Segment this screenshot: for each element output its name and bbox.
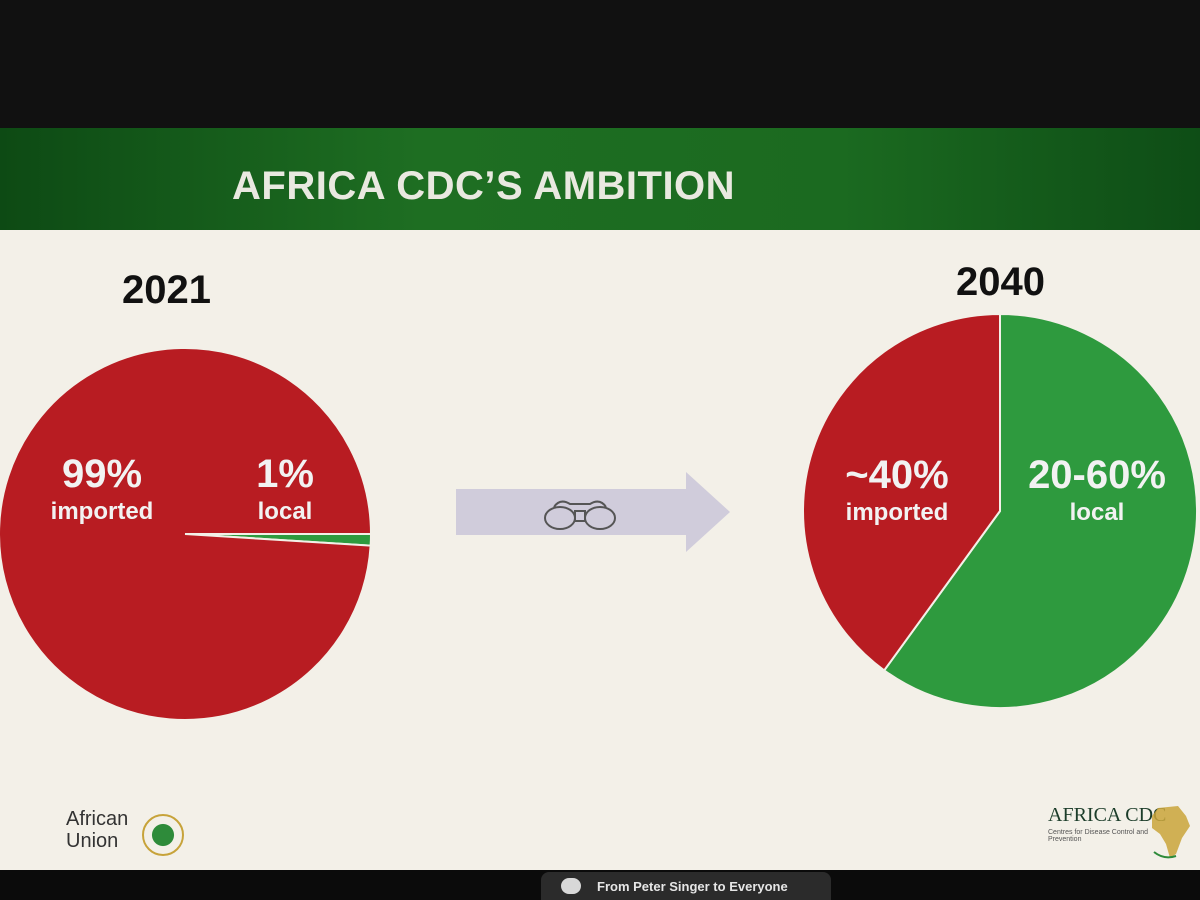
pie-2021-local-label: 1% local [230, 454, 340, 524]
pie-2040-imported-label: ~40% imported [822, 455, 972, 525]
transition-arrow-body [456, 489, 686, 535]
african-union-emblem-icon [142, 814, 184, 856]
chat-notification-text: From Peter Singer to Everyone [597, 878, 788, 894]
pie-charts [0, 312, 1198, 721]
africa-cdc-logo: AFRICA CDC Centres for Disease Control a… [1048, 804, 1190, 864]
pie-2040-imported-slice [802, 312, 1001, 672]
au-logo-line-1: African [66, 808, 129, 830]
pie-chart-2040 [802, 312, 1198, 709]
africa-cdc-logo-text: AFRICA CDC [1048, 804, 1167, 826]
africa-cdc-logo-subtitle: Centres for Disease Control and Preventi… [1048, 829, 1148, 843]
slide-title: AFRICA CDC’S AMBITION [232, 164, 736, 208]
pie-2040-imported-pct: ~40% [845, 453, 949, 497]
pie-2021-local-pct: 1% [256, 452, 314, 496]
pie-2040-imported-word: imported [845, 499, 949, 526]
year-2040-label: 2040 [956, 260, 1045, 304]
chat-notification[interactable]: From Peter Singer to Everyone [541, 872, 831, 900]
screen-top-bezel [0, 0, 1200, 128]
presentation-slide: AFRICA CDC’S AMBITION 2021 2040 99% impo… [0, 128, 1200, 870]
pie-2021-local-word: local [257, 498, 313, 525]
transition-arrow-head [686, 472, 730, 552]
pie-2040-local-slice [882, 312, 1198, 709]
pie-2021-imported-pct: 99% [61, 452, 143, 496]
pie-2040-local-label: 20-60% local [1008, 455, 1186, 525]
year-2021-label: 2021 [122, 268, 211, 312]
african-union-logo: African Union [66, 808, 186, 862]
slide-header-band: AFRICA CDC’S AMBITION [0, 128, 1200, 230]
binoculars-icon [544, 500, 616, 530]
pie-chart-2021 [0, 347, 373, 721]
pie-2040-local-word: local [1069, 499, 1125, 526]
pie-2021-imported-slice [0, 347, 373, 721]
pie-2040-local-pct: 20-60% [1028, 453, 1166, 497]
pie-2021-imported-label: 99% imported [42, 454, 162, 524]
pie-2021-imported-word: imported [50, 498, 154, 525]
au-logo-line-2: Union [66, 830, 119, 852]
chat-avatar-icon [561, 878, 581, 894]
africa-map-icon [1152, 806, 1190, 859]
